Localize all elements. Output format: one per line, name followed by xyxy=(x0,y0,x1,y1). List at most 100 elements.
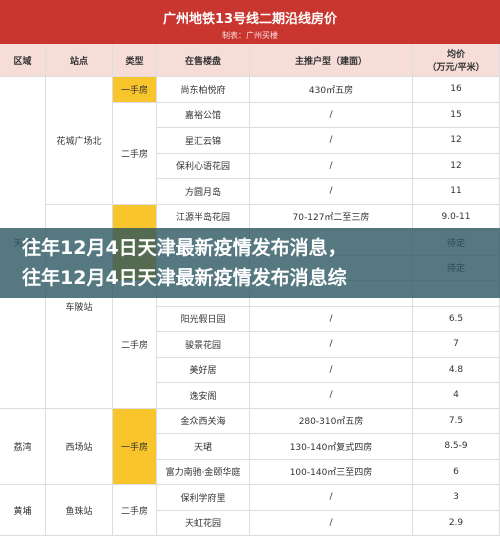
cell: 16 xyxy=(413,77,500,103)
cell: 保利学府里 xyxy=(157,485,250,511)
type-cell: 二手房 xyxy=(113,485,157,536)
cell: 4 xyxy=(413,383,500,409)
cell: / xyxy=(250,357,413,383)
cell: / xyxy=(250,153,413,179)
cell: 100-140㎡三至四房 xyxy=(250,459,413,485)
cell-text: 骏景花园 xyxy=(184,340,221,351)
cell-text: 11 xyxy=(450,186,462,197)
cell-text: 车陂站 xyxy=(65,302,93,313)
cell: / xyxy=(250,306,413,332)
cell-text: / xyxy=(329,339,333,350)
cell: / xyxy=(250,128,413,154)
cell-text: 天珺 xyxy=(193,442,212,453)
cell: 6 xyxy=(413,459,500,485)
cell-text: 阳光假日园 xyxy=(180,315,226,326)
cell-text: 黄埔 xyxy=(13,506,32,517)
cell-text: 美好居 xyxy=(189,366,217,377)
cell: 130-140㎡复式四房 xyxy=(250,434,413,460)
banner: 往年12月4日天津最新疫情发布消息， 往年12月4日天津最新疫情发布消息综 xyxy=(0,228,500,298)
cell: / xyxy=(250,179,413,205)
cell-text: 江源半岛花园 xyxy=(175,213,230,224)
cell: 70-127㎡二至三房 xyxy=(250,204,413,230)
cell: 11 xyxy=(413,179,500,205)
subtitle: 制表：广州买楼 xyxy=(222,31,278,40)
station-cell: 西场站 xyxy=(46,408,113,485)
cell: 天珺 xyxy=(157,434,250,460)
cell: 江源半岛花园 xyxy=(157,204,250,230)
type-cell: 一手房 xyxy=(113,77,157,103)
station-cell: 花城广场北 xyxy=(46,77,113,205)
cell: 嘉裕公馆 xyxy=(157,102,250,128)
cell: 280-310㎡五房 xyxy=(250,408,413,434)
cell-text: 二手房 xyxy=(120,149,148,160)
cell: 阳光假日园 xyxy=(157,306,250,332)
cell-text: 二手房 xyxy=(120,506,148,517)
cell-text: 8.5-9 xyxy=(444,441,468,452)
cell-text: / xyxy=(329,313,333,324)
cell: / xyxy=(250,102,413,128)
cell-text: 逸安阁 xyxy=(189,391,217,402)
cell-text: （万元/平米） xyxy=(427,63,485,73)
cell-text: 6.5 xyxy=(448,313,464,324)
cell: 方圆月岛 xyxy=(157,179,250,205)
banner-line: 往年12月4日天津最新疫情发布消息综 xyxy=(22,267,347,289)
cell: 天虹花园 xyxy=(157,510,250,536)
cell: 逸安阁 xyxy=(157,383,250,409)
cell-text: / xyxy=(329,160,333,171)
header-cell: 类型 xyxy=(113,44,157,77)
cell-text: 富力南驰·金颐华庭 xyxy=(165,468,241,479)
banner-line: 往年12月4日天津最新疫情发布消息， xyxy=(22,237,347,259)
cell: 430㎡五房 xyxy=(250,77,413,103)
cell-text: / xyxy=(329,492,333,503)
cell: 富力南驰·金颐华庭 xyxy=(157,459,250,485)
cell: 保利心语花园 xyxy=(157,153,250,179)
cell-text: 2.9 xyxy=(448,517,464,528)
cell-text: 12 xyxy=(450,160,462,171)
header-cell: 区域 xyxy=(0,44,46,77)
cell: / xyxy=(250,510,413,536)
cell: 12 xyxy=(413,128,500,154)
cell-text: / xyxy=(329,390,333,401)
station-cell: 鱼珠站 xyxy=(46,485,113,536)
cell-text: 280-310㎡五房 xyxy=(298,417,364,428)
cell: / xyxy=(250,383,413,409)
cell-text: 4.8 xyxy=(448,364,464,375)
cell-text: 100-140㎡三至四房 xyxy=(289,468,373,479)
cell: 8.5-9 xyxy=(413,434,500,460)
cell-text: 430㎡五房 xyxy=(308,85,354,96)
cell-text: 保利学府里 xyxy=(180,493,226,504)
cell: / xyxy=(250,485,413,511)
cell: 7 xyxy=(413,332,500,358)
cell-text: / xyxy=(329,364,333,375)
cell-text: 金众西关海 xyxy=(180,417,226,428)
cell: 3 xyxy=(413,485,500,511)
cell-text: 6 xyxy=(453,466,459,477)
cell: / xyxy=(250,332,413,358)
type-cell: 二手房 xyxy=(113,102,157,205)
cell-text: / xyxy=(329,517,333,528)
cell-text: 3 xyxy=(453,492,459,503)
cell-text: 主推户型（建面） xyxy=(294,56,367,67)
cell-text: 7 xyxy=(453,339,459,350)
cell: 12 xyxy=(413,153,500,179)
cell-text: 保利心语花园 xyxy=(175,162,230,173)
cell: 星汇云锦 xyxy=(157,128,250,154)
cell: 尚东柏悦府 xyxy=(157,77,250,103)
title: 广州地铁13号线二期沿线房价 xyxy=(162,12,338,27)
cell: 金众西关海 xyxy=(157,408,250,434)
cell-text: 12 xyxy=(450,135,462,146)
header-cell: 主推户型（建面） xyxy=(250,44,413,77)
type-cell: 一手房 xyxy=(113,408,157,485)
cell-text: 荔湾 xyxy=(13,442,32,453)
cell-text: 二手房 xyxy=(120,340,148,351)
cell: 2.9 xyxy=(413,510,500,536)
cell-text: 9.0-11 xyxy=(441,211,471,222)
cell-text: 天虹花园 xyxy=(184,519,221,530)
cell-text: 均价 xyxy=(446,50,465,60)
cell-text: / xyxy=(329,135,333,146)
cell-text: / xyxy=(329,109,333,120)
cell: 4.8 xyxy=(413,357,500,383)
cell-text: 尚东柏悦府 xyxy=(180,85,226,96)
cell-text: / xyxy=(329,186,333,197)
